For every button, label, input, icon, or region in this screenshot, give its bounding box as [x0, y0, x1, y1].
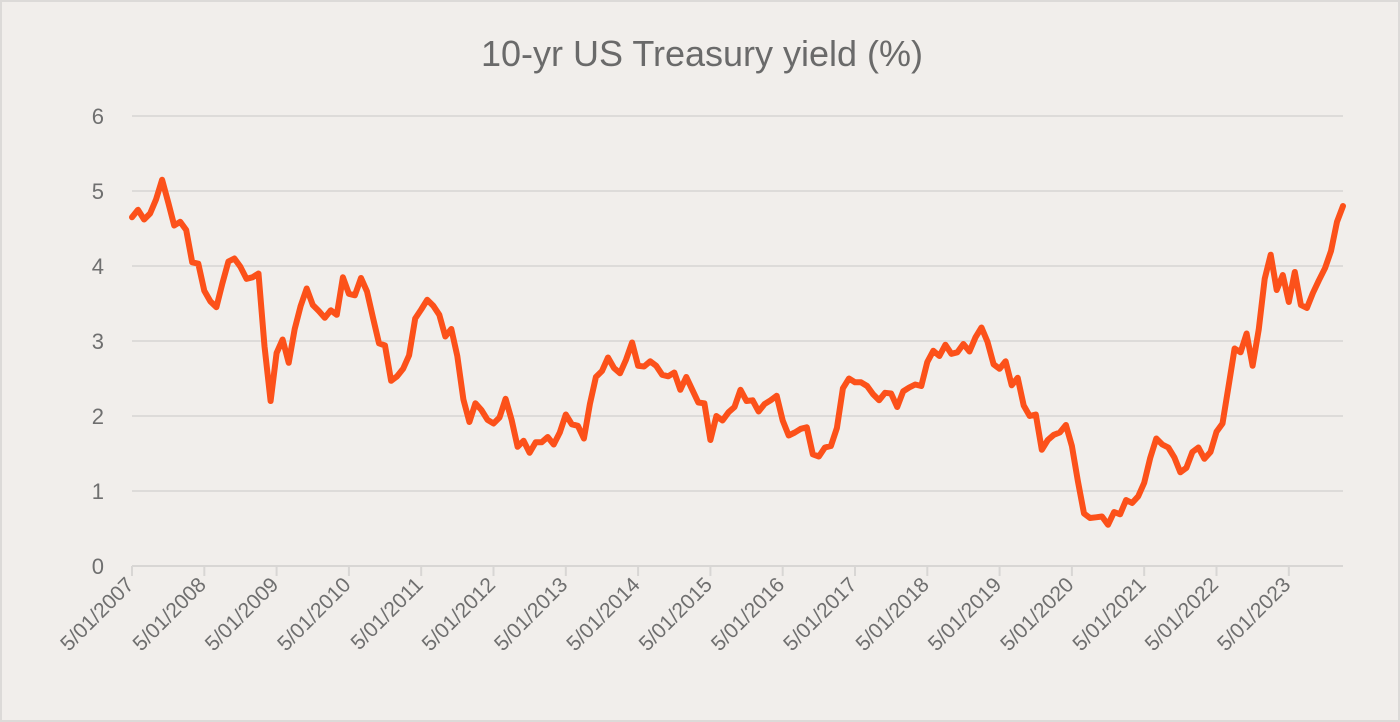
x-tick-label: 5/01/2022 [1141, 573, 1223, 655]
x-tick-label: 5/01/2021 [1068, 573, 1150, 655]
x-tick-label: 5/01/2015 [635, 573, 717, 655]
series-group [129, 176, 1346, 528]
y-tick-label: 2 [92, 404, 104, 429]
x-tick-label: 5/01/2018 [852, 573, 934, 655]
x-tick-label: 5/01/2012 [418, 573, 500, 655]
x-tick-label: 5/01/2017 [779, 573, 861, 655]
x-tick-label: 5/01/2011 [347, 573, 428, 654]
y-tick-label: 1 [92, 479, 104, 504]
y-tick-label: 5 [92, 179, 104, 204]
y-tick-label: 0 [92, 554, 104, 579]
x-tick-label: 5/01/2013 [490, 573, 572, 655]
x-tick-label: 5/01/2014 [562, 573, 645, 656]
y-axis: 0 1 2 3 4 5 6 [92, 104, 104, 579]
y-tick-label: 6 [92, 104, 104, 129]
chart-title: 10-yr US Treasury yield (%) [481, 33, 923, 74]
x-tick-label: 5/01/2016 [707, 573, 789, 655]
x-tick-label: 5/01/2019 [924, 573, 1006, 655]
series-line [129, 176, 1346, 528]
y-tick-label: 4 [92, 254, 104, 279]
x-tick-label: 5/01/2010 [273, 573, 355, 655]
x-tick-label: 5/01/2007 [56, 573, 138, 655]
gridlines [132, 115, 1343, 567]
x-tick-label: 5/01/2023 [1213, 573, 1295, 655]
x-tick-label: 5/01/2008 [129, 573, 211, 655]
x-axis: 5/01/20075/01/20085/01/20095/01/20105/01… [56, 566, 1295, 656]
y-tick-label: 3 [92, 329, 104, 354]
x-tick-label: 5/01/2020 [996, 573, 1078, 655]
x-tick-label: 5/01/2009 [201, 573, 283, 655]
